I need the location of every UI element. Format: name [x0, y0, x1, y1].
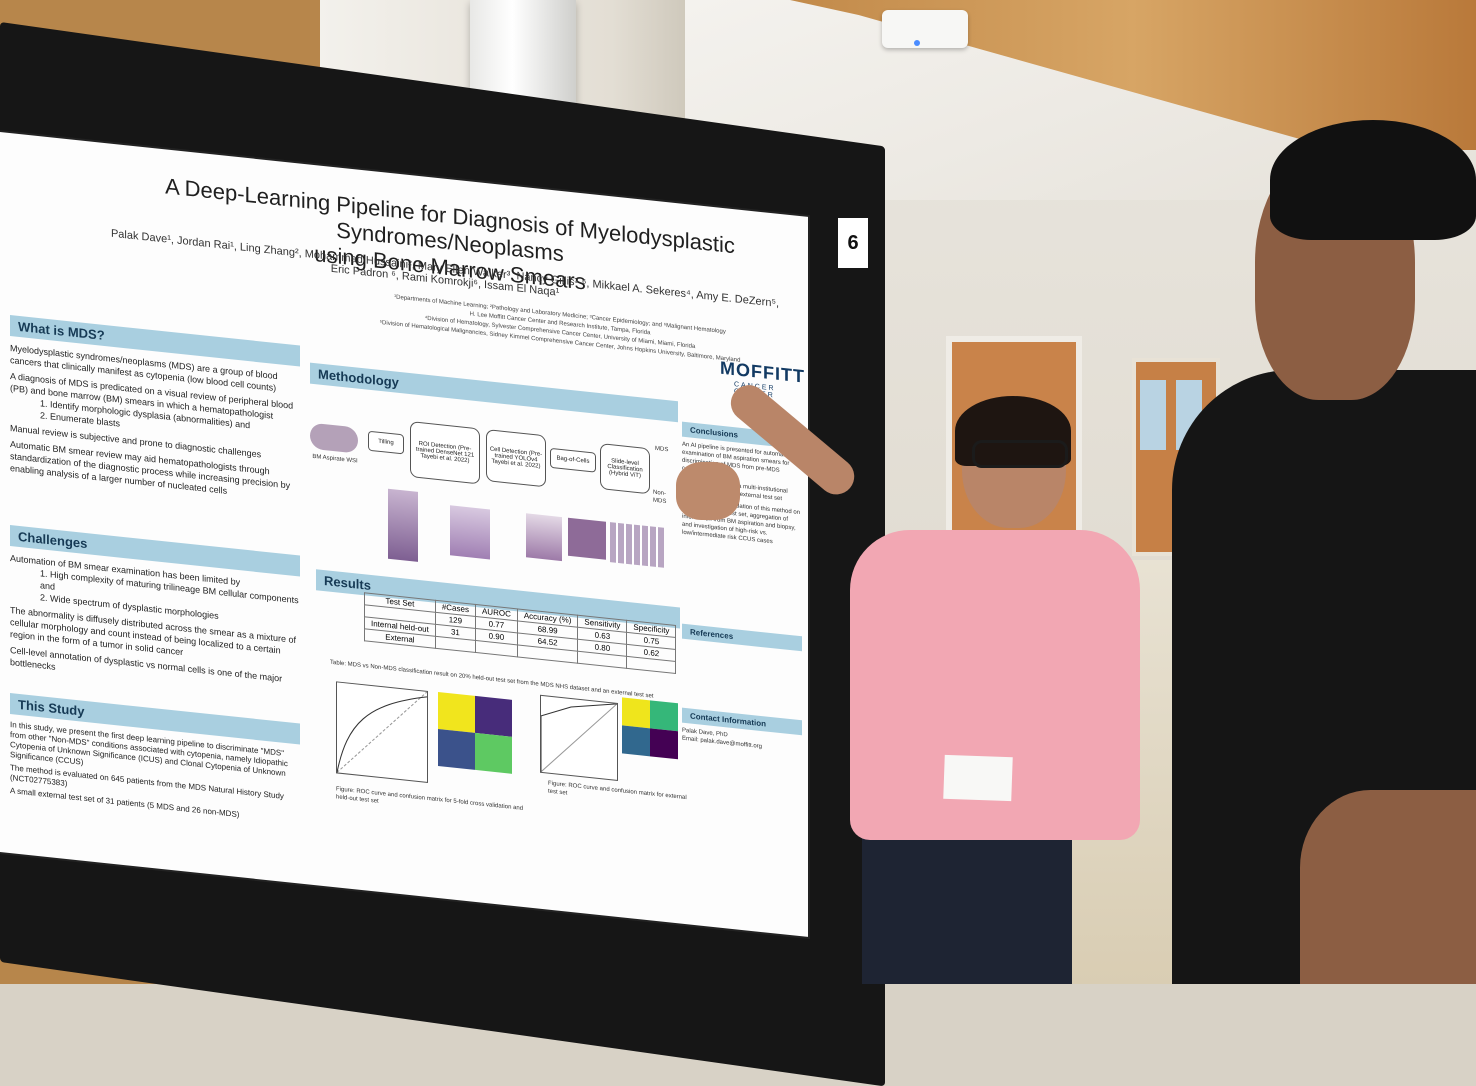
flow-step: Tilling: [368, 430, 404, 455]
methodology-flowchart: BM Aspirate WSI Tilling ROI Detection (P…: [310, 391, 678, 600]
flow-output: Non-MDS: [653, 489, 667, 506]
board-number: 6: [838, 218, 868, 268]
door-window: [1140, 380, 1166, 450]
challenges-section: Challenges Automation of BM smear examin…: [10, 525, 300, 698]
figure-caption: Figure: ROC curve and confusion matrix f…: [336, 786, 524, 812]
roc-curve-svg: [336, 691, 428, 773]
this-study-section: This Study In this study, we present the…: [10, 693, 300, 826]
section-body: Myelodysplastic syndromes/neoplasms (MDS…: [10, 342, 300, 504]
listener-hair: [1270, 120, 1476, 240]
flow-step: ROI Detection (Pre-trained DenseNet 121 …: [410, 421, 480, 485]
figure-caption: Figure: ROC curve and confusion matrix f…: [548, 780, 687, 802]
moffitt-logo: MOFFITT: [720, 357, 805, 387]
matrix-cell: [438, 692, 475, 733]
presenter-pointing-hand: [676, 462, 740, 520]
ceiling-sensor: [882, 10, 968, 48]
listener-arm: [1300, 790, 1476, 984]
matrix-cell: [650, 728, 678, 760]
confusion-matrix-external: [622, 697, 678, 760]
note-card: [943, 754, 1013, 802]
roc-curve-external: [540, 694, 618, 781]
what-is-mds-section: What is MDS? Myelodysplastic syndromes/n…: [10, 315, 300, 504]
flow-step: Bag-of-Cells: [550, 447, 596, 473]
roc-curve-plot: [336, 681, 428, 783]
research-poster: A Deep-Learning Pipeline for Diagnosis o…: [0, 132, 808, 937]
cell-grid-image: [610, 522, 664, 568]
tile-images: [388, 488, 418, 562]
matrix-cell: [622, 697, 650, 729]
flow-output: MDS: [655, 445, 669, 454]
matrix-cell: [475, 695, 512, 737]
flow-label: BM Aspirate WSI: [312, 453, 358, 465]
presenter-glasses: [972, 440, 1068, 468]
matrix-cell: [475, 732, 512, 774]
matrix-cell: [622, 725, 650, 757]
sensor-led: [914, 40, 920, 46]
cell-images: [526, 513, 562, 562]
matrix-cell: [650, 700, 678, 732]
roi-images: [450, 505, 490, 560]
bag-of-cells-image: [568, 517, 606, 560]
flow-step: Cell Detection (Pre-trained YOLOv4 Tayeb…: [486, 429, 546, 488]
confusion-matrix: [438, 692, 512, 774]
references-section: References: [682, 623, 802, 652]
section-heading: References: [682, 623, 802, 652]
roc-curve-external-svg: [540, 703, 618, 773]
matrix-cell: [438, 729, 475, 770]
contact-section: Contact Information Palak Dave, PhD Emai…: [682, 707, 802, 756]
bm-aspirate-thumbnail: [310, 422, 358, 454]
flow-step: Slide-level Classification (Hybrid ViT): [600, 443, 650, 495]
section-body: Automation of BM smear examination has b…: [10, 552, 300, 698]
